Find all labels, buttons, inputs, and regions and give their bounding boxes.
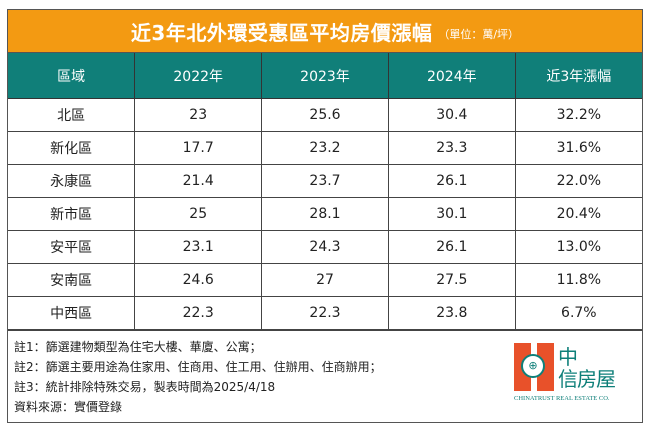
value-cell: 24.3: [261, 230, 389, 264]
globe-icon: ⊕: [521, 354, 545, 378]
district-cell: 永康區: [8, 164, 136, 198]
table-row: 安平區 23.1 24.3 26.1 13.0%: [8, 230, 642, 264]
value-cell: 25: [134, 197, 263, 231]
logo-text-1: 中: [558, 345, 578, 369]
value-cell: 13.0%: [514, 230, 642, 264]
value-cell: 30.4: [387, 98, 516, 132]
district-cell: 中西區: [8, 296, 136, 330]
value-cell: 23.1: [134, 230, 263, 264]
footer: 註1：篩選建物類型為住宅大樓、華廈、公寓； 註2：篩選主要用途為住家用、住商用、…: [8, 330, 642, 422]
value-cell: 22.3: [134, 296, 263, 330]
table-row: 安南區 24.6 27 27.5 11.8%: [8, 263, 642, 297]
table-row: 北區 23 25.6 30.4 32.2%: [8, 98, 642, 132]
value-cell: 21.4: [134, 164, 263, 198]
value-cell: 20.4%: [514, 197, 642, 231]
value-cell: 28.1: [261, 197, 389, 231]
column-header: 2024年: [387, 53, 516, 99]
logo-text-2: 信房屋: [558, 367, 616, 391]
value-cell: 23.3: [387, 131, 516, 165]
column-header: 近3年漲幅: [514, 53, 642, 99]
title-bar: 近3年北外環受惠區平均房價漲幅 （單位：萬/坪）: [8, 10, 642, 53]
price-table: 區域 2022年 2023年 2024年 近3年漲幅 北區 23 25.6 30.4 32.2%…: [8, 53, 642, 330]
value-cell: 32.2%: [514, 98, 642, 132]
logo-mark-icon: ⊕: [514, 343, 554, 391]
value-cell: 23.8: [387, 296, 516, 330]
unit-label: （單位：萬/坪）: [438, 27, 520, 41]
table-row: 中西區 22.3 22.3 23.8 6.7%: [8, 296, 642, 330]
district-cell: 安南區: [8, 263, 136, 297]
note-3: 註3：統計排除特殊交易，製表時間為2025/4/18: [14, 380, 276, 394]
value-cell: 27: [261, 263, 389, 297]
value-cell: 27.5: [387, 263, 516, 297]
value-cell: 22.3: [261, 296, 389, 330]
column-header: 區域: [8, 53, 136, 99]
chinatrust-logo: ⊕ 中 信房屋 CHINATRUST REAL ESTATE CO.: [514, 343, 632, 413]
logo-text-en: CHINATRUST REAL ESTATE CO.: [514, 395, 610, 402]
price-table-card: 近3年北外環受惠區平均房價漲幅 （單位：萬/坪） 區域 2022年 2023年 202…: [7, 9, 643, 423]
value-cell: 23.7: [261, 164, 389, 198]
value-cell: 6.7%: [514, 296, 642, 330]
column-header: 2023年: [261, 53, 389, 99]
value-cell: 25.6: [261, 98, 389, 132]
table-row: 新化區 17.7 23.2 23.3 31.6%: [8, 131, 642, 165]
value-cell: 31.6%: [514, 131, 642, 165]
value-cell: 22.0%: [514, 164, 642, 198]
table-row: 新市區 25 28.1 30.1 20.4%: [8, 197, 642, 231]
header-row: 區域 2022年 2023年 2024年 近3年漲幅: [8, 53, 642, 99]
value-cell: 24.6: [134, 263, 263, 297]
value-cell: 23: [134, 98, 263, 132]
column-header: 2022年: [134, 53, 263, 99]
note-1: 註1：篩選建物類型為住宅大樓、華廈、公寓；: [14, 340, 262, 354]
data-source: 資料來源：實價登錄: [14, 400, 123, 414]
value-cell: 23.2: [261, 131, 389, 165]
value-cell: 30.1: [387, 197, 516, 231]
table-row: 永康區 21.4 23.7 26.1 22.0%: [8, 164, 642, 198]
value-cell: 26.1: [387, 230, 516, 264]
district-cell: 北區: [8, 98, 136, 132]
district-cell: 新化區: [8, 131, 136, 165]
district-cell: 新市區: [8, 197, 136, 231]
district-cell: 安平區: [8, 230, 136, 264]
value-cell: 26.1: [387, 164, 516, 198]
value-cell: 11.8%: [514, 263, 642, 297]
value-cell: 17.7: [134, 131, 263, 165]
note-2: 註2：篩選主要用途為住家用、住商用、住工用、住辦用、住商辦用；: [14, 360, 382, 374]
table-title: 近3年北外環受惠區平均房價漲幅: [130, 20, 433, 45]
